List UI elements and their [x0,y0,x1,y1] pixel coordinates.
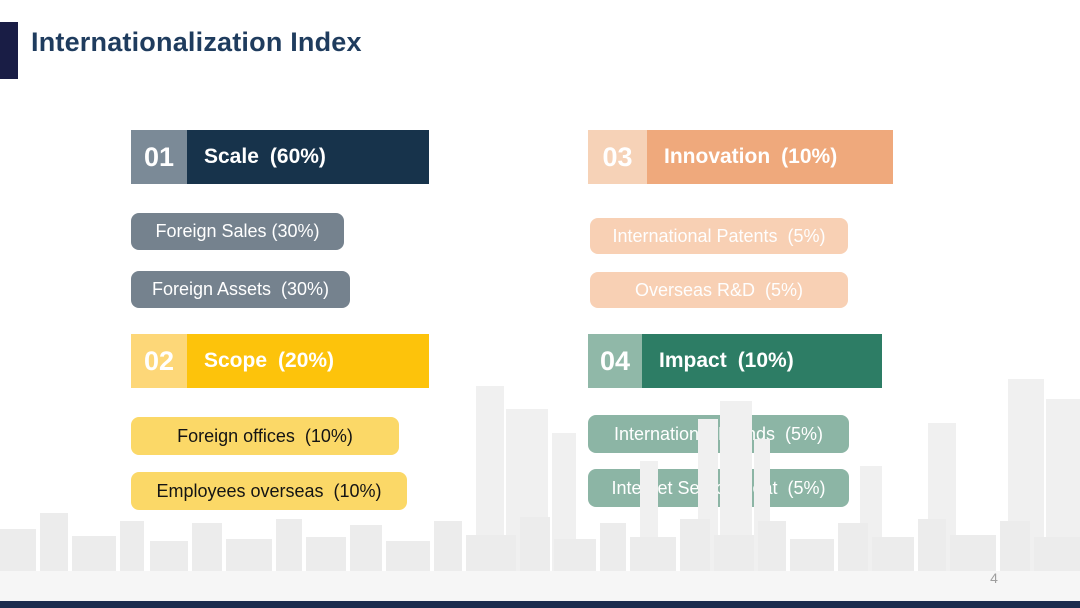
list-item-international-patents: International Patents (5%) [590,218,848,254]
section-number: 03 [588,130,647,184]
list-item-foreign-sales: Foreign Sales (30%) [131,213,344,250]
list-item-label: Internet Search Heat (5%) [611,477,826,498]
section-name: Impact [659,349,727,372]
section-header-innovation: 03 Innovation (10%) [588,130,893,184]
section-name: Scope [204,349,268,372]
list-item-label: International Patents (5%) [612,225,826,246]
list-item-label: International Brands (5%) [613,423,824,444]
title-accent-block [0,22,18,79]
section-title: Scale (60%) [187,130,429,184]
page-title: Internationalization Index [31,27,362,57]
list-item-employees-overseas: Employees overseas (10%) [131,472,407,510]
list-item-internet-search-heat: Internet Search Heat (5%) [588,469,849,507]
section-weight: (10%) [781,145,838,168]
section-header-scope: 02 Scope (20%) [131,334,429,388]
list-item-label: Foreign offices (10%) [177,425,353,446]
list-item-foreign-assets: Foreign Assets (30%) [131,271,350,308]
footer-bar [0,601,1080,608]
list-item-overseas-rd: Overseas R&D (5%) [590,272,848,308]
section-title: Scope (20%) [187,334,429,388]
list-item-label: Employees overseas (10%) [156,480,382,501]
section-name: Scale [204,145,259,168]
list-item-foreign-offices: Foreign offices (10%) [131,417,399,455]
section-title: Impact (10%) [642,334,882,388]
section-header-scale: 01 Scale (60%) [131,130,429,184]
section-weight: (60%) [269,145,326,168]
list-item-label: Overseas R&D (5%) [634,279,804,300]
section-number: 04 [588,334,642,388]
section-header-impact: 04 Impact (10%) [588,334,882,388]
section-number: 01 [131,130,187,184]
list-item-label: Foreign Assets (30%) [151,279,330,299]
list-item-label: Foreign Sales (30%) [155,221,320,241]
section-weight: (10%) [737,349,794,372]
section-number: 02 [131,334,187,388]
page-number: 4 [990,570,998,586]
section-name: Innovation [664,145,771,168]
section-title: Innovation (10%) [647,130,893,184]
list-item-international-brands: International Brands (5%) [588,415,849,453]
section-weight: (20%) [278,349,335,372]
